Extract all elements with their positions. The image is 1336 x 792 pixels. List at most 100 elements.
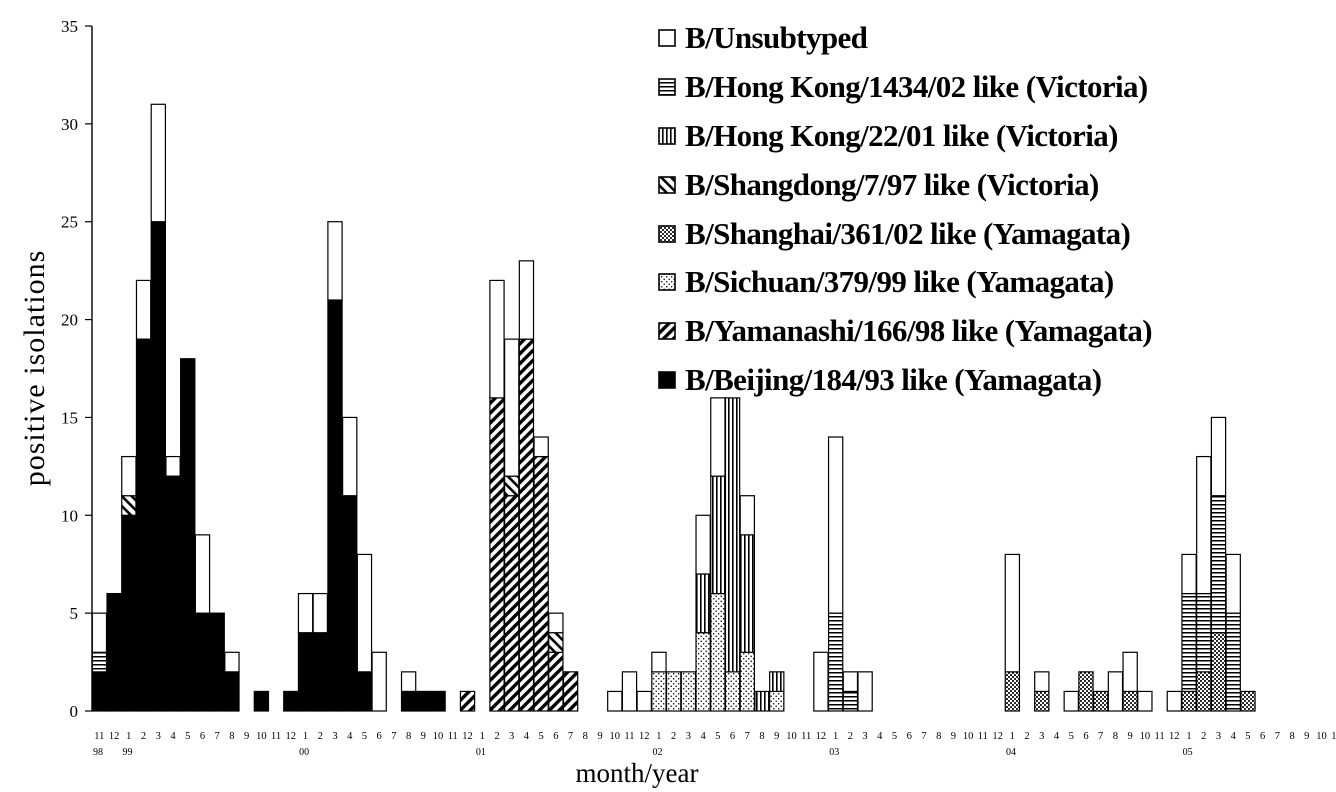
legend-swatch-hk1434 xyxy=(658,78,676,96)
x-month-label: 6 xyxy=(907,731,912,742)
legend-item-hk1434: B/Hong Kong/1434/02 like (Victoria) xyxy=(658,63,1152,112)
x-month-label: 2 xyxy=(1201,731,1206,742)
legend: B/Unsubtyped B/Hong Kong/1434/02 like (Vi… xyxy=(658,14,1153,404)
bar-segment-uns xyxy=(813,651,829,712)
bar-segment-bei xyxy=(194,612,211,712)
bar-segment-hk1434 xyxy=(1225,612,1241,712)
x-month-label: 4 xyxy=(524,731,530,742)
bar-segment-uns xyxy=(518,260,535,340)
x-month-label: 12 xyxy=(286,731,297,742)
legend-label: B/Hong Kong/22/01 like (Victoria) xyxy=(685,117,1118,153)
bar-segment-uns xyxy=(312,592,328,634)
x-month-label: 12 xyxy=(639,731,650,742)
legend-item-sic: B/Sichuan/379/99 like (Yamagata) xyxy=(658,258,1152,307)
x-month-label: 9 xyxy=(421,731,426,742)
x-month-label: 7 xyxy=(1275,731,1280,742)
bar-segment-bei xyxy=(121,514,137,712)
bar-segment-sic xyxy=(769,690,785,712)
bar-segment-sha xyxy=(1210,632,1227,712)
x-month-label: 12 xyxy=(462,731,473,742)
bar-segment-uns xyxy=(150,103,166,223)
x-month-label: 5 xyxy=(892,731,897,742)
bar-segment-bei xyxy=(106,592,122,712)
bars-layer xyxy=(91,103,1256,712)
bar-segment-hk22 xyxy=(724,397,741,673)
bar-segment-uns xyxy=(607,690,623,712)
x-month-label: 1 xyxy=(833,731,838,742)
bar-segment-yam xyxy=(459,690,476,712)
legend-swatch-shd xyxy=(658,175,676,194)
bar-segment-uns xyxy=(857,671,873,712)
x-month-label: 5 xyxy=(715,731,720,742)
bar-segment-uns xyxy=(342,416,358,497)
bar-segment-hk1434 xyxy=(827,612,844,712)
y-tick-label: 5 xyxy=(70,604,79,623)
x-month-label: 1 xyxy=(1010,731,1015,742)
x-month-label: 9 xyxy=(774,731,779,742)
x-month-label: 9 xyxy=(1304,731,1309,742)
bar-segment-uns xyxy=(1166,690,1183,712)
bar-segment-uns xyxy=(371,651,387,712)
legend-label: B/Hong Kong/1434/02 like (Victoria) xyxy=(685,69,1148,105)
x-month-label: 8 xyxy=(759,731,764,742)
x-month-label: 10 xyxy=(609,731,620,742)
bar-segment-bei xyxy=(253,690,270,712)
x-month-label: 2 xyxy=(494,731,499,742)
bar-segment-yam xyxy=(548,651,564,712)
x-month-label: 6 xyxy=(730,731,735,742)
x-month-label: 10 xyxy=(786,731,797,742)
bar-segment-hk22 xyxy=(695,573,711,634)
bar-segment-shd xyxy=(548,632,564,653)
x-year-label: 99 xyxy=(122,747,132,758)
legend-item-shd: B/Shangdong/7/97 like (Victoria) xyxy=(658,160,1152,209)
x-month-label: 8 xyxy=(583,731,588,742)
bar-segment-uns xyxy=(695,514,711,575)
bar-segment-bei xyxy=(400,690,417,712)
bar-segment-uns xyxy=(356,553,373,673)
bar-segment-bei xyxy=(150,221,166,712)
x-month-label: 4 xyxy=(347,731,353,742)
x-month-label: 9 xyxy=(597,731,602,742)
x-month-label: 1 xyxy=(303,731,308,742)
x-month-label: 8 xyxy=(1289,731,1294,742)
legend-item-hk22: B/Hong Kong/22/01 like (Victoria) xyxy=(658,112,1152,161)
y-tick-label: 15 xyxy=(61,408,78,427)
x-month-label: 2 xyxy=(671,731,676,742)
bar-segment-uns xyxy=(327,221,343,301)
bar-segment-uns xyxy=(91,612,108,653)
bar-segment-hk22 xyxy=(739,534,756,653)
bar-segment-sha xyxy=(1122,690,1138,712)
x-month-label: 8 xyxy=(936,731,941,742)
bar-segment-uns xyxy=(1196,455,1212,595)
y-tick-label: 0 xyxy=(70,702,79,721)
bar-segment-uns xyxy=(489,279,505,399)
bar-segment-uns xyxy=(1225,553,1241,614)
x-month-label: 9 xyxy=(244,731,249,742)
x-year-label: 04 xyxy=(1006,747,1016,758)
x-month-label: 9 xyxy=(951,731,956,742)
x-month-label: 12 xyxy=(1169,731,1180,742)
bar-segment-uns xyxy=(1063,690,1079,712)
bar-segment-yam xyxy=(489,397,505,712)
legend-swatch-bei xyxy=(658,371,676,389)
x-month-label: 12 xyxy=(816,731,827,742)
x-month-label: 12 xyxy=(109,731,120,742)
bar-segment-hk22 xyxy=(769,671,785,693)
x-month-label: 8 xyxy=(406,731,411,742)
bar-segment-bei xyxy=(356,671,373,712)
legend-item-yam: B/Yamanashi/166/98 like (Yamagata) xyxy=(658,307,1153,356)
bar-segment-uns xyxy=(621,671,638,712)
y-tick-label: 10 xyxy=(61,506,78,525)
x-month-label: 11 xyxy=(978,731,988,742)
bar-segment-uns xyxy=(400,671,417,693)
bar-segment-uns xyxy=(827,436,844,614)
bar-segment-sic xyxy=(710,592,726,712)
bar-segment-uns xyxy=(297,592,314,634)
bar-segment-uns xyxy=(194,534,211,614)
x-month-label: 8 xyxy=(1113,731,1118,742)
legend-item-uns: B/Unsubtyped xyxy=(658,14,1152,63)
bar-segment-hk1434 xyxy=(1181,592,1197,693)
legend-item-sha: B/Shanghai/361/02 like (Yamagata) xyxy=(658,209,1152,258)
bar-segment-uns xyxy=(548,612,564,634)
